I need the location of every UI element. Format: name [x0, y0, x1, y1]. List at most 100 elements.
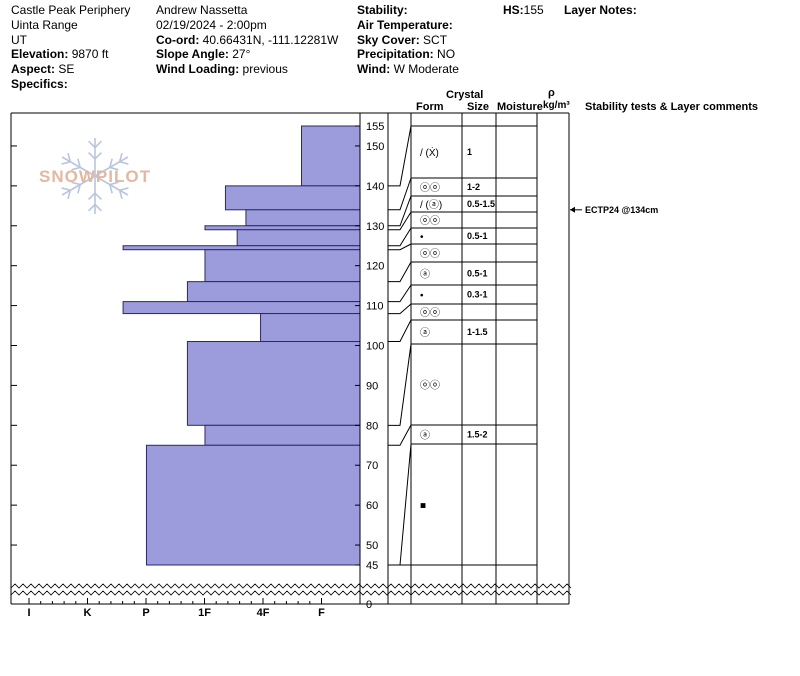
wind-label: Wind:: [357, 62, 391, 76]
height-tick-label: 80: [366, 420, 378, 432]
grain-size: 1-1.5: [467, 327, 488, 337]
flake-arm: [94, 156, 129, 177]
height-tick-label: 60: [366, 500, 378, 512]
height-tick-label: 70: [366, 460, 378, 472]
hardness-tick-label: 4F: [257, 607, 270, 619]
hardness-tick-label: K: [84, 607, 92, 619]
aspect-label: Aspect:: [11, 62, 56, 76]
flake-branch: [94, 192, 102, 201]
slope-value: 27°: [232, 47, 251, 61]
grain-form: ⓞⓞ: [420, 182, 440, 194]
hardness-bar: [204, 225, 361, 231]
flake-branch: [94, 151, 102, 160]
flake-branch: [94, 140, 102, 149]
coordinates: Co-ord: 40.66431N, -111.12281W: [156, 33, 338, 47]
wind-value: W Moderate: [393, 62, 459, 76]
grain-size: 1: [467, 147, 472, 157]
form-header: Form: [416, 101, 444, 113]
flake-branch: [71, 181, 81, 186]
height-tick-label: 110: [366, 301, 384, 313]
hardness-tick-label: 1F: [198, 607, 211, 619]
flake-branch: [67, 152, 72, 162]
axis-break: [10, 583, 572, 589]
height-tick-label: 45: [366, 560, 378, 572]
hs-label: HS:: [503, 3, 524, 17]
flake-branch: [94, 203, 102, 212]
grain-size: 1.5-2: [467, 430, 488, 440]
hs: HS:155: [503, 3, 544, 17]
height-tick-label: 130: [366, 221, 384, 233]
hardness-tick-label: F: [318, 607, 325, 619]
height-tick-label: 100: [366, 341, 384, 353]
observer: Andrew Nassetta: [156, 3, 248, 17]
layer-notes-label: Layer Notes:: [564, 3, 637, 17]
grain-form: •: [420, 232, 424, 243]
height-tick-label: 90: [366, 380, 378, 392]
wind-loading-value: previous: [242, 62, 288, 76]
crystal-header: Crystal: [446, 89, 484, 101]
flake-branch: [118, 190, 123, 200]
flake-branch: [88, 203, 96, 212]
flake-branch: [119, 160, 129, 165]
grain-form: ⓞⓞ: [420, 215, 440, 227]
stability-tests: ECTP24 @134cm: [570, 205, 658, 215]
layer-connector: [388, 227, 412, 247]
datetime: 02/19/2024 - 2:00pm: [156, 18, 267, 32]
sky-value: SCT: [423, 33, 448, 47]
grain-form: ⓐ: [420, 269, 430, 281]
flake-branch: [67, 190, 72, 200]
elevation-label: Elevation:: [11, 47, 69, 61]
flake-branch: [109, 158, 113, 168]
flake-arm: [94, 175, 129, 196]
grain-size: 0.3-1: [467, 290, 488, 300]
flake-branch: [88, 140, 96, 149]
grain-size: 0.5-1: [467, 231, 488, 241]
hardness-bar: [204, 249, 361, 283]
layer-connector: [388, 303, 412, 315]
grain-form: / (ⓐ): [420, 199, 442, 211]
axis-break: [10, 590, 572, 596]
stability-test-label: ECTP24 @134cm: [585, 205, 658, 215]
height-tick-label: 155: [366, 121, 384, 133]
flake-branch: [109, 181, 119, 186]
hardness-tick-label: I: [27, 607, 30, 619]
hardness-bar: [245, 209, 361, 227]
height-tick-label: 120: [366, 261, 384, 273]
stability-header: Stability tests & Layer comments: [585, 101, 759, 113]
hardness-bar: [236, 229, 361, 247]
flake-branch: [77, 184, 81, 194]
size-header: Size: [467, 101, 490, 113]
aspect-value: SE: [58, 62, 75, 76]
grain-form: ⓞⓞ: [420, 380, 440, 392]
slope-label: Slope Angle:: [156, 47, 229, 61]
grain-form: / (Ẋ): [420, 146, 439, 159]
range: Uinta Range: [11, 18, 78, 32]
hardness-bars: [122, 125, 361, 566]
height-ticks: 155 150 140 130 120 110 100 90 80 70 60 50 45 0: [11, 121, 384, 611]
hardness-bar: [122, 301, 361, 315]
density-unit-header: kg/m³: [543, 100, 570, 111]
wind-loading: Wind Loading: previous: [156, 62, 288, 76]
layer-connector: [388, 261, 412, 283]
hardness-bar: [186, 281, 361, 303]
slope-angle: Slope Angle: 27°: [156, 47, 250, 61]
layer-connector: [388, 284, 412, 303]
flake-branch: [61, 187, 71, 192]
watermark-text: SNOWPILOT: [39, 167, 151, 186]
flake-arm: [61, 175, 96, 196]
state: UT: [11, 33, 27, 47]
snowpilot-watermark: SNOWPILOT: [39, 138, 151, 214]
stability-label: Stability:: [357, 3, 408, 17]
flake-branch: [77, 158, 81, 168]
hardness-bar: [122, 245, 361, 251]
height-tick-label: 0: [366, 599, 372, 611]
elevation-value: 9870 ft: [71, 47, 109, 61]
hs-value: 155: [523, 3, 544, 17]
grain-size: 0.5-1.5: [467, 199, 495, 209]
sky-label: Sky Cover:: [357, 33, 420, 47]
coord-label: Co-ord:: [156, 33, 200, 47]
flake-branch: [71, 166, 81, 171]
coord-value: 40.66431N, -111.12281W: [202, 33, 339, 47]
sky-cover: Sky Cover: SCT: [357, 33, 447, 47]
hardness-tick-label: P: [142, 607, 149, 619]
